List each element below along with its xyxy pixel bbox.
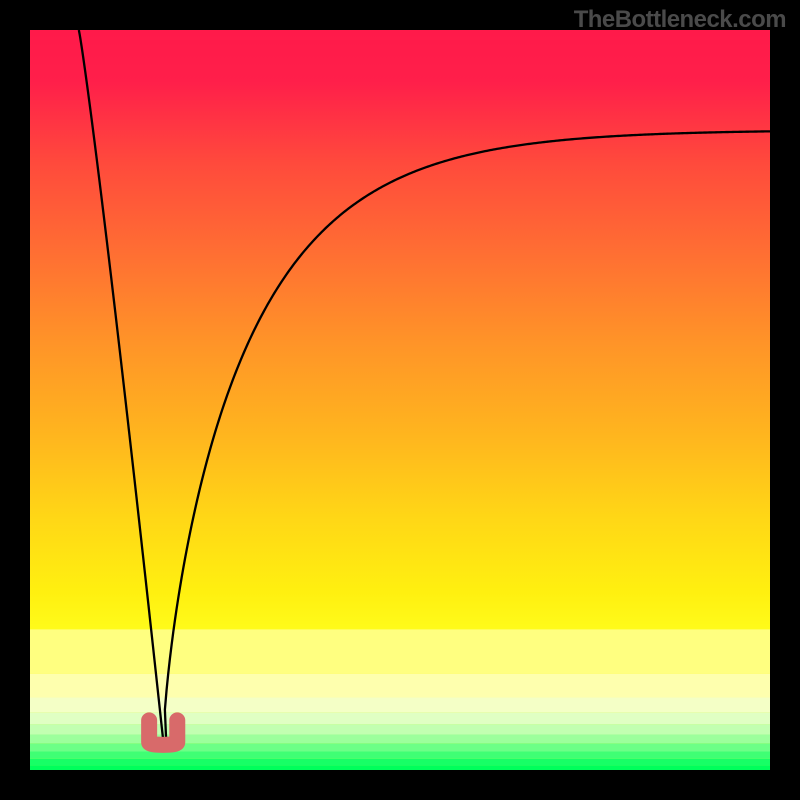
gradient-band: [30, 674, 770, 698]
gradient-band: [30, 766, 770, 770]
gradient-band: [30, 734, 770, 743]
gradient-band: [30, 759, 770, 766]
gradient-band: [30, 629, 770, 673]
watermark-text: TheBottleneck.com: [574, 6, 786, 34]
gradient-band: [30, 697, 770, 712]
bottleneck-curve-chart: [0, 0, 800, 800]
gradient-band: [30, 752, 770, 759]
gradient-band: [30, 712, 770, 724]
gradient-band: [30, 724, 770, 734]
gradient-band: [30, 743, 770, 751]
